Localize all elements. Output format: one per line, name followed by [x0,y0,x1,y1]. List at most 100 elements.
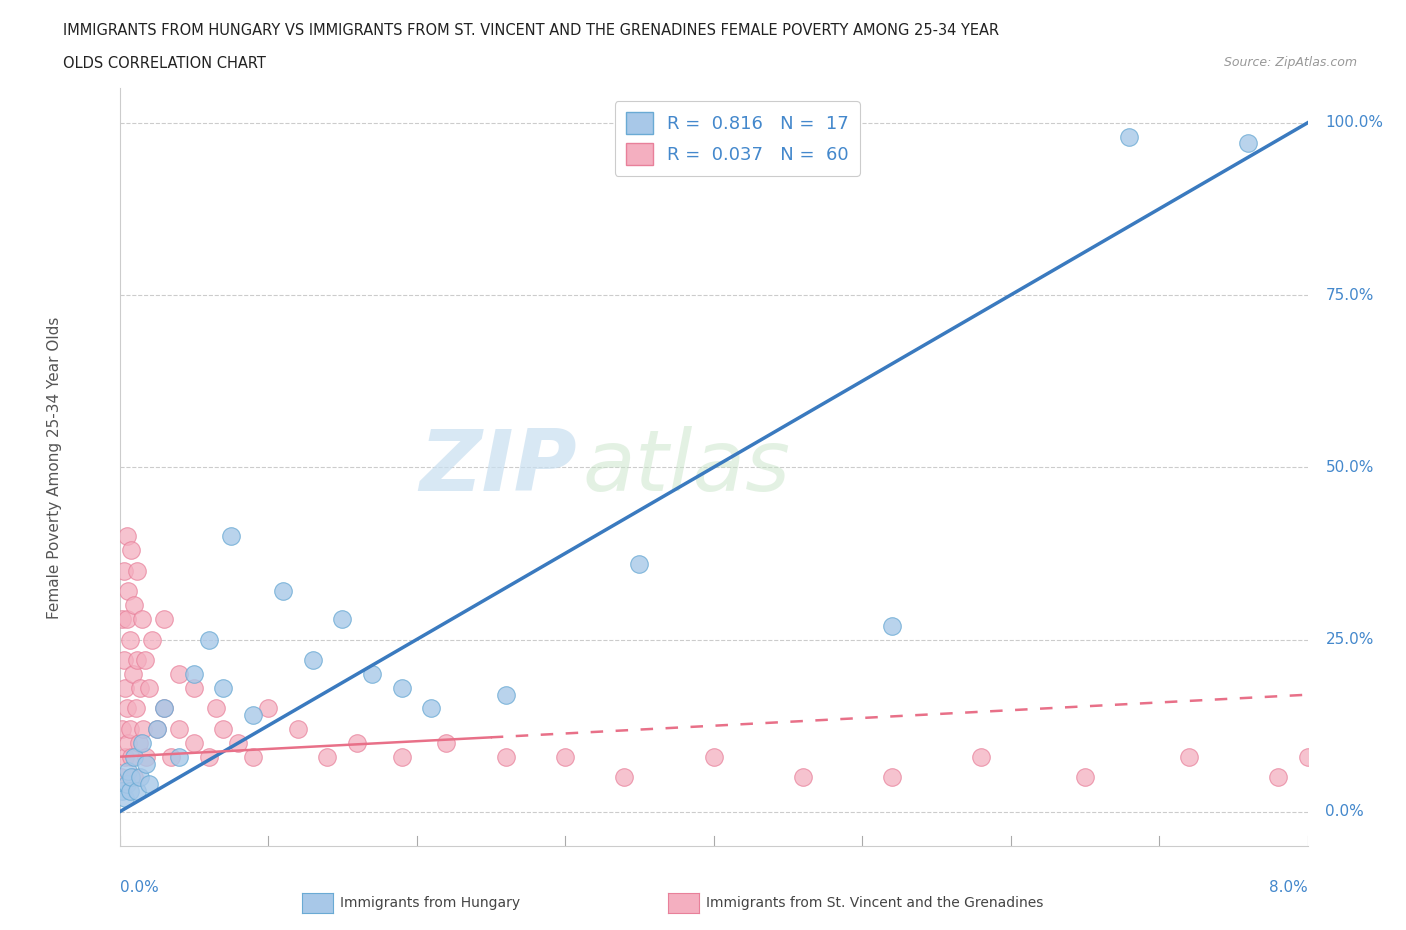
Point [153,701,176,716]
Point [391,750,413,764]
Point [167,667,190,682]
Text: 0.0%: 0.0% [120,881,159,896]
Point [127,784,149,799]
Point [124,770,146,785]
Text: 8.0%: 8.0% [1268,881,1308,896]
Point [1074,770,1097,785]
Point [115,612,138,627]
Point [145,722,167,737]
Point [495,687,517,702]
Point [153,612,176,627]
Point [183,681,205,696]
Point [205,701,228,716]
Text: IMMIGRANTS FROM HUNGARY VS IMMIGRANTS FROM ST. VINCENT AND THE GRENADINES FEMALE: IMMIGRANTS FROM HUNGARY VS IMMIGRANTS FR… [63,23,1000,38]
Point [112,564,135,578]
Point [128,736,150,751]
Point [212,722,235,737]
Point [167,722,190,737]
Point [110,770,132,785]
Text: 75.0%: 75.0% [1326,287,1374,302]
Point [197,632,219,647]
Point [153,701,176,716]
Point [228,736,250,751]
Point [124,750,146,764]
Point [114,750,136,764]
Point [183,667,205,682]
Point [118,722,141,737]
Point [242,708,264,723]
Point [880,618,903,633]
Point [434,736,457,751]
Point [613,770,636,785]
Point [1118,129,1140,144]
Point [115,529,138,544]
Point [120,770,142,785]
Point [420,701,443,716]
Point [127,564,149,578]
Point [138,681,160,696]
Point [114,681,136,696]
Point [120,542,142,557]
Point [1237,136,1260,151]
Point [792,770,814,785]
Point [316,750,339,764]
Text: Female Poverty Among 25-34 Year Olds: Female Poverty Among 25-34 Year Olds [46,316,62,618]
Point [271,584,294,599]
Point [1178,750,1201,764]
Point [135,750,157,764]
Point [702,750,725,764]
Text: atlas: atlas [583,426,790,509]
Point [118,784,141,799]
Point [114,790,136,805]
Point [124,598,146,613]
Point [197,750,219,764]
Point [115,701,138,716]
Point [970,750,993,764]
Point [361,667,384,682]
Point [1296,750,1319,764]
Point [127,653,149,668]
Point [167,750,190,764]
Point [1267,770,1289,785]
Point [257,701,280,716]
Point [301,653,323,668]
Text: 100.0%: 100.0% [1326,115,1384,130]
Point [111,722,134,737]
Point [287,722,309,737]
Point [145,722,167,737]
Point [135,756,157,771]
Point [118,632,141,647]
Point [129,770,152,785]
Point [554,750,576,764]
Point [212,681,235,696]
Point [131,612,153,627]
Text: Immigrants from St. Vincent and the Grenadines: Immigrants from St. Vincent and the Gren… [706,896,1043,910]
Point [125,701,148,716]
Point [111,784,134,799]
Point [628,556,651,571]
Point [330,612,353,627]
Point [115,777,138,791]
Point [346,736,368,751]
Text: 50.0%: 50.0% [1326,459,1374,475]
Text: ZIP: ZIP [419,426,576,509]
Point [880,770,903,785]
Text: OLDS CORRELATION CHART: OLDS CORRELATION CHART [63,56,266,71]
Point [129,681,152,696]
Point [219,529,242,544]
Point [134,653,156,668]
Text: Source: ZipAtlas.com: Source: ZipAtlas.com [1223,56,1357,69]
Point [141,632,163,647]
Text: 0.0%: 0.0% [1326,804,1364,819]
Point [495,750,517,764]
Point [111,612,134,627]
Point [160,750,183,764]
Point [112,653,135,668]
Legend: R =  0.816   N =  17, R =  0.037   N =  60: R = 0.816 N = 17, R = 0.037 N = 60 [614,101,860,176]
Point [132,722,155,737]
Point [183,736,205,751]
Text: 25.0%: 25.0% [1326,632,1374,647]
Point [138,777,160,791]
Point [122,667,145,682]
Point [117,763,139,777]
